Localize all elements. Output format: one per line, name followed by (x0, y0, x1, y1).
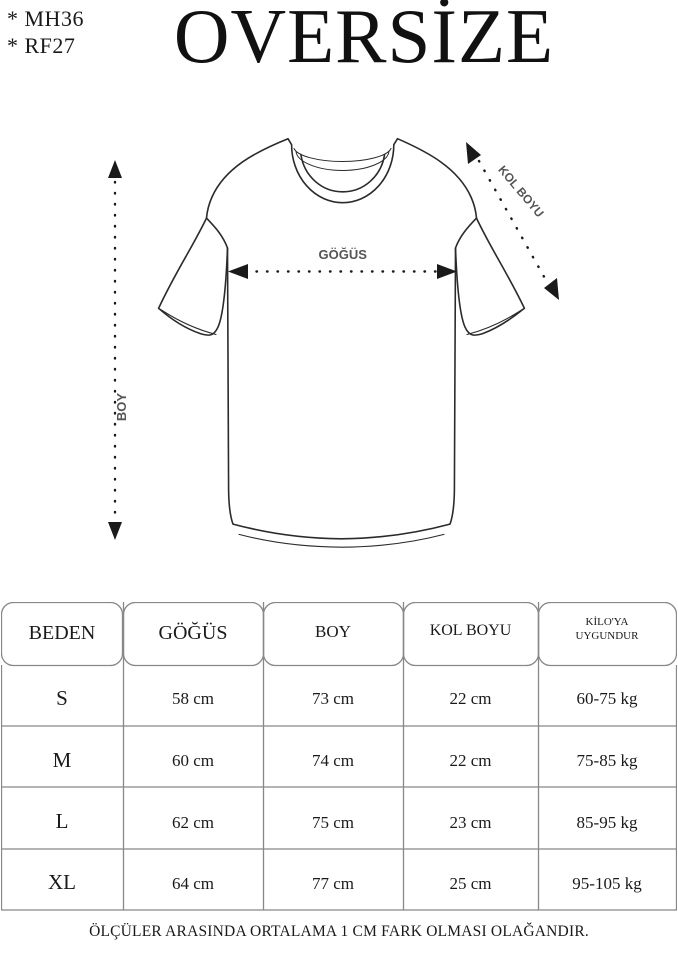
svg-text:BOY: BOY (114, 393, 129, 422)
svg-text:GÖĞÜS: GÖĞÜS (318, 247, 367, 262)
svg-text:KOL BOYU: KOL BOYU (495, 163, 546, 220)
